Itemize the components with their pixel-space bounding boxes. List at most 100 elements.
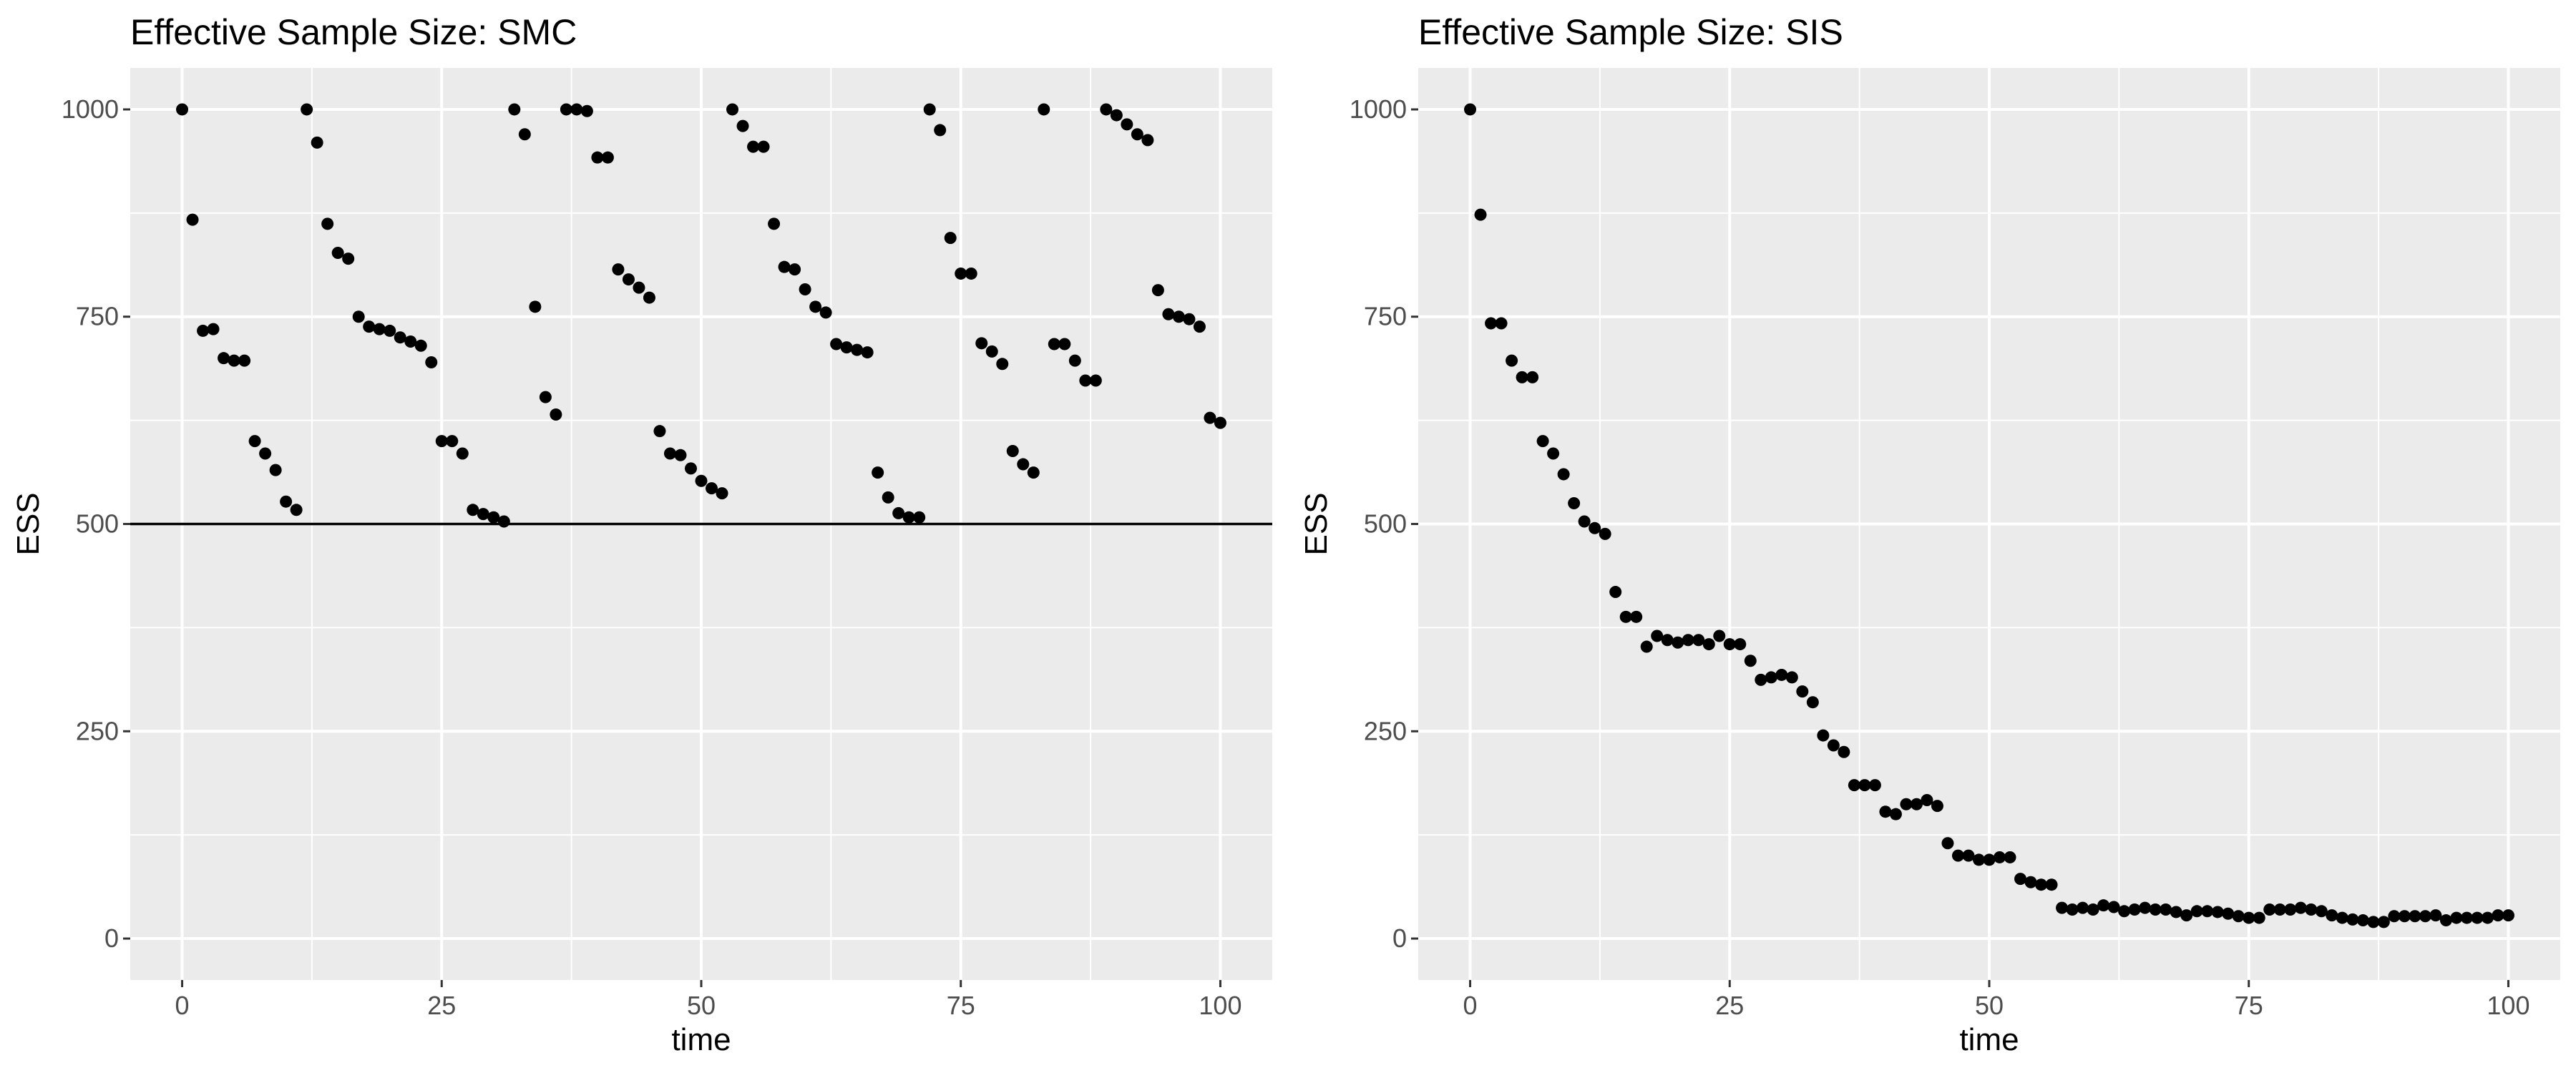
smc-data-point [819,306,832,319]
sis-data-point [2336,911,2348,924]
sis-data-point [1734,638,1747,651]
sis-data-point [2014,873,2027,886]
sis-data-point [2429,909,2442,922]
smc-data-point [331,246,344,259]
smc-data-point [425,356,438,368]
smc-data-point [778,260,791,273]
smc-data-point [570,103,583,116]
sis-data-point [1889,808,1902,820]
smc-data-point [601,151,614,164]
sis-data-point [2419,910,2431,923]
sis-data-point [1765,671,1777,684]
sis-data-point [1516,371,1528,383]
sis-x-tick-label: 100 [2487,991,2529,1020]
smc-data-point [643,291,655,304]
sis-data-point [2160,903,2172,916]
sis-data-point [1755,673,1767,686]
smc-x-tick-label: 50 [687,991,716,1020]
smc-data-point [851,343,864,356]
sis-data-point [1848,779,1860,792]
sis-data-point [1723,638,1736,651]
sis-data-point [2087,903,2099,916]
sis-data-point [1692,634,1705,647]
smc-data-point [1006,445,1019,457]
sis-data-point [2305,903,2318,916]
smc-data-point [882,491,894,504]
sis-data-point [2481,911,2494,924]
sis-data-point [1464,103,1477,116]
smc-data-point [706,482,718,495]
smc-data-point [1131,128,1143,141]
smc-data-point [207,323,220,335]
smc-data-point [280,495,293,508]
smc-data-point [394,331,406,344]
smc-x-axis-label: time [671,1022,731,1057]
sis-data-point [1536,435,1549,448]
smc-data-point [508,103,521,116]
smc-data-point [747,140,760,153]
sis-data-point [1578,515,1591,528]
sis-data-point [2398,910,2411,923]
smc-data-point [757,140,770,153]
sis-data-point [2315,905,2328,918]
smc-data-point [497,515,510,528]
sis-data-point [1599,527,1611,540]
smc-data-point [311,136,323,149]
smc-data-point [1027,466,1040,479]
smc-data-point [695,474,708,487]
smc-data-point [290,504,303,516]
sis-data-point [2004,851,2016,863]
sis-x-tick-label: 0 [1463,991,1478,1020]
smc-data-point [238,354,251,367]
sis-data-point [2066,903,2079,916]
smc-data-point [633,281,645,294]
smc-y-axis-label: ESS [11,492,46,555]
smc-data-point [176,103,189,116]
smc-data-point [996,358,1009,371]
sis-data-point [1951,849,1964,862]
smc-data-point [1068,354,1081,367]
sis-data-point [1941,837,1954,850]
sis-data-point [2471,911,2484,924]
smc-data-point [477,508,489,521]
sis-data-point [2439,914,2452,927]
sis-data-point [2326,909,2338,922]
sis-data-point [2502,909,2514,922]
smc-data-point [985,345,998,358]
sis-data-point [1921,793,1933,806]
sis-data-point [2253,911,2265,924]
smc-data-point [1183,313,1196,325]
smc-data-point [975,337,988,350]
sis-data-point [1619,610,1632,623]
sis-data-point [1817,729,1830,742]
sis-data-point [2024,876,2037,888]
sis-data-point [2367,916,2380,929]
sis-y-tick-label: 750 [1364,302,1407,331]
sis-data-point [2222,907,2235,920]
sis-data-point [1827,739,1840,752]
smc-data-point [539,391,552,403]
smc-data-point [674,449,687,461]
smc-data-point [1151,284,1164,297]
smc-data-point [259,447,272,460]
smc-data-point [228,354,240,367]
smc-data-point [892,506,905,519]
sis-data-point [2388,910,2401,923]
smc-data-point [736,119,749,132]
sis-data-point [2294,901,2307,914]
sis-data-point [2139,901,2152,914]
smc-data-point [301,103,313,116]
sis-data-point [2284,903,2297,916]
smc-data-point [269,464,282,476]
smc-data-point [923,103,936,116]
sis-y-tick-label: 1000 [1350,94,1407,124]
smc-data-point [529,300,542,313]
smc-y-tick-label: 500 [76,509,119,539]
smc-data-point [1079,374,1092,387]
smc-data-point [830,338,843,351]
smc-data-point [612,263,625,276]
sis-data-point [1661,634,1674,647]
smc-data-point [580,104,593,117]
